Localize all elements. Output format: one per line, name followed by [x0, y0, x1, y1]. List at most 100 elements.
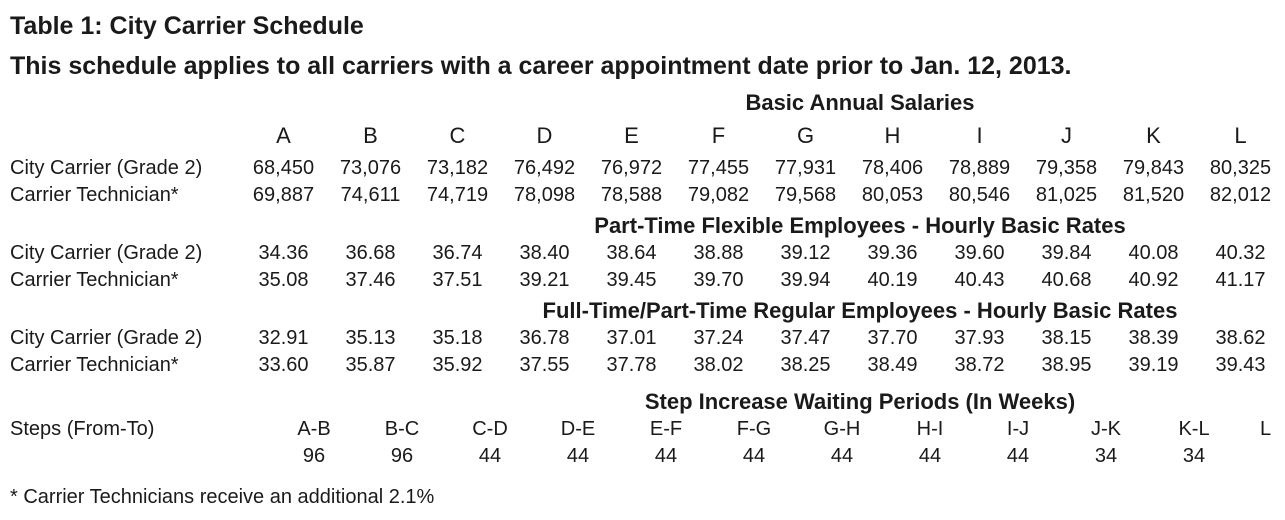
value-cell: 79,082	[687, 184, 750, 206]
value-cell: 77,455	[687, 157, 750, 179]
table-row: City Carrier (Grade 2) 34.36 36.68 36.74 38.…	[0, 240, 1285, 267]
value-cell: 82,012	[1209, 184, 1272, 206]
value-cell: 79,358	[1035, 157, 1098, 179]
value-cell: 37.78	[606, 354, 657, 376]
column-header: D	[536, 123, 553, 148]
step-range: D-E	[560, 418, 596, 440]
value-cell: 78,098	[513, 184, 576, 206]
step-weeks	[1238, 443, 1285, 470]
value-cell: 32.91	[258, 327, 309, 349]
step-weeks: 44	[566, 445, 590, 467]
value-cell: 79,843	[1122, 157, 1185, 179]
value-cell: 39.70	[693, 269, 744, 291]
step-range: I-J	[1006, 418, 1030, 440]
value-cell: 38.25	[780, 354, 831, 376]
value-cell: 40.92	[1128, 269, 1179, 291]
column-header: I	[976, 123, 983, 148]
value-cell: 68,450	[252, 157, 315, 179]
step-weeks: 96	[302, 445, 326, 467]
value-cell: 40.08	[1128, 242, 1179, 264]
value-cell: 76,972	[600, 157, 663, 179]
value-cell: 37.70	[867, 327, 918, 349]
column-header: H	[884, 123, 901, 148]
value-cell: 35.92	[432, 354, 483, 376]
step-weeks: 96	[390, 445, 414, 467]
steps-range-row: Steps (From-To) A-B B-C C-D D-E E-F F-G G-H H-I I…	[0, 416, 1285, 443]
step-range: J-K	[1091, 418, 1121, 440]
column-header: B	[363, 123, 378, 148]
step-range: E-F	[649, 418, 683, 440]
value-cell: 69,887	[252, 184, 315, 206]
step-weeks: 44	[742, 445, 766, 467]
step-range: K-L	[1178, 418, 1210, 440]
row-label: Carrier Technician*	[10, 269, 179, 291]
value-cell: 38.72	[954, 354, 1005, 376]
column-header: G	[796, 123, 815, 148]
value-cell: 35.08	[258, 269, 309, 291]
value-cell: 38.95	[1041, 354, 1092, 376]
footnote: * Carrier Technicians receive an additio…	[10, 486, 435, 508]
step-range: C-D	[472, 418, 508, 440]
column-header: E	[624, 123, 639, 148]
step-weeks: 34	[1182, 445, 1206, 467]
value-cell: 80,053	[861, 184, 924, 206]
row-label: Carrier Technician*	[10, 184, 179, 206]
column-header: C	[449, 123, 466, 148]
step-range: L	[1260, 418, 1272, 440]
value-cell: 37.01	[606, 327, 657, 349]
steps-weeks-spacer	[0, 443, 270, 470]
value-cell: 38.64	[606, 242, 657, 264]
row-label: Carrier Technician*	[10, 354, 179, 376]
value-cell: 36.74	[432, 242, 483, 264]
value-cell: 39.21	[519, 269, 570, 291]
column-header: A	[276, 123, 291, 148]
value-cell: 40.68	[1041, 269, 1092, 291]
table-row: City Carrier (Grade 2) 68,450 73,076 73,182…	[0, 155, 1285, 182]
page-title: Table 1: City Carrier Schedule	[10, 12, 364, 40]
value-cell: 38.02	[693, 354, 744, 376]
step-range: B-C	[384, 418, 420, 440]
value-cell: 39.94	[780, 269, 831, 291]
value-cell: 39.19	[1128, 354, 1179, 376]
step-range: A-B	[297, 418, 331, 440]
value-cell: 37.47	[780, 327, 831, 349]
value-cell: 37.51	[432, 269, 483, 291]
value-cell: 35.13	[345, 327, 396, 349]
value-cell: 40.32	[1215, 242, 1266, 264]
section-header: Step Increase Waiting Periods (In Weeks)	[644, 389, 1076, 414]
step-weeks: 34	[1094, 445, 1118, 467]
value-cell: 35.18	[432, 327, 483, 349]
value-cell: 39.36	[867, 242, 918, 264]
value-cell: 38.88	[693, 242, 744, 264]
section-header: Basic Annual Salaries	[745, 90, 975, 115]
section-header: Part-Time Flexible Employees - Hourly Ba…	[594, 213, 1126, 238]
step-weeks: 44	[830, 445, 854, 467]
value-cell: 37.55	[519, 354, 570, 376]
value-cell: 38.49	[867, 354, 918, 376]
value-cell: 78,889	[948, 157, 1011, 179]
page-subtitle: This schedule applies to all carriers wi…	[10, 52, 1072, 80]
value-cell: 40.43	[954, 269, 1005, 291]
column-header-row: A B C D E F G H I J K L	[0, 117, 1285, 155]
table-row: Carrier Technician* 33.60 35.87 35.92 37.55 3…	[0, 352, 1285, 379]
value-cell: 80,546	[948, 184, 1011, 206]
step-weeks: 44	[918, 445, 942, 467]
step-range: F-G	[736, 418, 772, 440]
value-cell: 39.43	[1215, 354, 1266, 376]
step-range: G-H	[823, 418, 861, 440]
steps-weeks-row: 96 96 44 44 44 44 44 44 44 34 34	[0, 443, 1285, 470]
value-cell: 74,719	[426, 184, 489, 206]
value-cell: 76,492	[513, 157, 576, 179]
step-weeks: 44	[478, 445, 502, 467]
section-header: Full-Time/Part-Time Regular Employees - …	[542, 298, 1178, 323]
column-header: L	[1234, 123, 1247, 148]
value-cell: 73,076	[339, 157, 402, 179]
value-cell: 37.24	[693, 327, 744, 349]
value-cell: 38.39	[1128, 327, 1179, 349]
value-cell: 80,325	[1209, 157, 1272, 179]
value-cell: 81,025	[1035, 184, 1098, 206]
column-header: J	[1061, 123, 1072, 148]
value-cell: 34.36	[258, 242, 309, 264]
table-row: City Carrier (Grade 2) 32.91 35.13 35.18 36.…	[0, 325, 1285, 352]
value-cell: 78,588	[600, 184, 663, 206]
